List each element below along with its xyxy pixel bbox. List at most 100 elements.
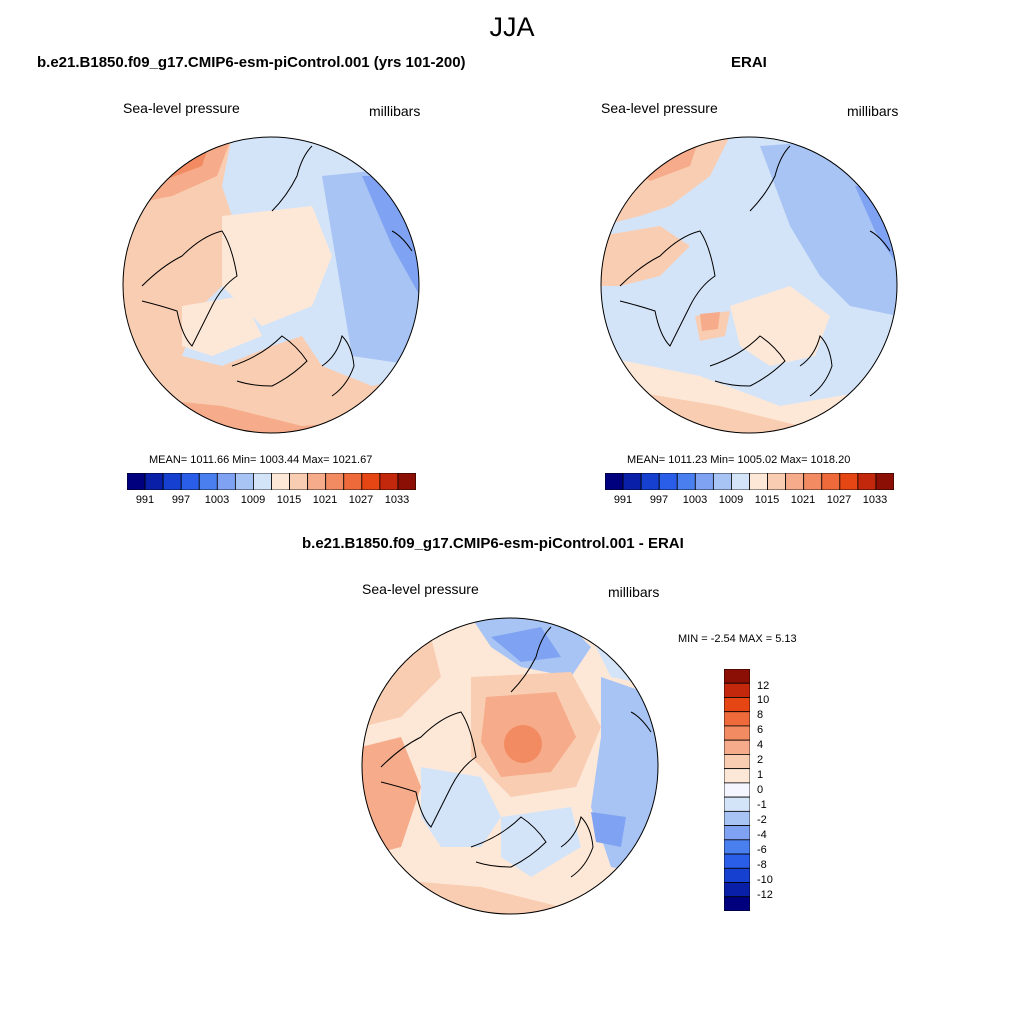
- colorbar-swatch: [144, 473, 164, 490]
- colorbar-swatch: [622, 473, 642, 490]
- colorbar-tick-label: 8: [757, 709, 764, 721]
- colorbar-swatch: [325, 473, 345, 490]
- colorbar-swatch: [361, 473, 381, 490]
- colorbar-swatch: [234, 473, 254, 490]
- diff-colorbar: [724, 669, 750, 911]
- colorbar-swatch: [857, 473, 877, 490]
- colorbar-swatch: [216, 473, 236, 490]
- colorbar-tick-label: 1033: [862, 494, 888, 506]
- colorbar-swatch: [724, 882, 750, 898]
- colorbar-tick-label: 10: [757, 694, 770, 706]
- colorbar-swatch: [875, 473, 894, 490]
- colorbar-swatch: [724, 739, 750, 755]
- colorbar-swatch: [180, 473, 200, 490]
- model-variable-label: Sea-level pressure: [123, 100, 240, 116]
- colorbar-tick-label: 1027: [826, 494, 852, 506]
- model-polar-map: [122, 136, 420, 434]
- colorbar-tick-label: 991: [613, 494, 633, 506]
- colorbar-swatch: [397, 473, 416, 490]
- colorbar-swatch: [767, 473, 787, 490]
- colorbar-swatch: [676, 473, 696, 490]
- colorbar-tick-label: -10: [757, 874, 773, 886]
- colorbar-swatch: [724, 839, 750, 855]
- colorbar-swatch: [803, 473, 823, 490]
- diff-stats: MIN = -2.54 MAX = 5.13: [678, 633, 797, 645]
- obs-panel-title: ERAI: [731, 54, 767, 71]
- colorbar-swatch: [379, 473, 399, 490]
- figure-title: JJA: [489, 12, 535, 42]
- colorbar-tick-label: 1033: [384, 494, 410, 506]
- colorbar-tick-label: -6: [757, 844, 767, 856]
- colorbar-swatch: [724, 669, 750, 684]
- colorbar-tick-label: -12: [757, 889, 773, 901]
- diff-units-label: millibars: [608, 584, 660, 600]
- colorbar-swatch: [307, 473, 327, 490]
- colorbar-swatch: [724, 825, 750, 841]
- colorbar-swatch: [724, 867, 750, 883]
- diff-polar-map: [361, 617, 659, 915]
- model-colorbar-labels: 991 997 1003 1009 1015 1021 1027 1033: [127, 494, 416, 508]
- colorbar-tick-label: 6: [757, 724, 764, 736]
- obs-stats: MEAN= 1011.23 Min= 1005.02 Max= 1018.20: [627, 454, 851, 466]
- colorbar-swatch: [785, 473, 805, 490]
- colorbar-tick-label: 1: [757, 769, 764, 781]
- colorbar-tick-label: 1027: [348, 494, 374, 506]
- model-panel-title: b.e21.B1850.f09_g17.CMIP6-esm-piControl.…: [37, 54, 466, 71]
- colorbar-swatch: [198, 473, 218, 490]
- model-stats: MEAN= 1011.66 Min= 1003.44 Max= 1021.67: [149, 454, 373, 466]
- colorbar-swatch: [640, 473, 660, 490]
- colorbar-swatch: [127, 473, 146, 490]
- colorbar-tick-label: 991: [135, 494, 155, 506]
- colorbar-tick-label: 2: [757, 754, 764, 766]
- colorbar-swatch: [724, 853, 750, 869]
- colorbar-tick-label: 1009: [718, 494, 744, 506]
- model-colorbar: [127, 473, 416, 490]
- colorbar-tick-label: -2: [757, 814, 767, 826]
- colorbar-swatch: [724, 796, 750, 812]
- colorbar-tick-label: 997: [171, 494, 191, 506]
- colorbar-swatch: [724, 725, 750, 741]
- obs-polar-map: [600, 136, 898, 434]
- colorbar-tick-label: 12: [757, 680, 770, 692]
- colorbar-tick-label: 1003: [204, 494, 230, 506]
- obs-variable-label: Sea-level pressure: [601, 100, 718, 116]
- diff-variable-label: Sea-level pressure: [362, 581, 479, 597]
- diff-colorbar-labels: 12 10 8 6 4 2 1 0 -1 -2 -4 -6 -8 -10 -12: [757, 672, 797, 912]
- colorbar-swatch: [724, 682, 750, 698]
- colorbar-tick-label: 1009: [240, 494, 266, 506]
- colorbar-swatch: [724, 896, 750, 911]
- colorbar-tick-label: -8: [757, 859, 767, 871]
- colorbar-tick-label: 1015: [276, 494, 302, 506]
- colorbar-swatch: [724, 697, 750, 713]
- colorbar-swatch: [694, 473, 714, 490]
- colorbar-swatch: [821, 473, 841, 490]
- colorbar-tick-label: 0: [757, 784, 764, 796]
- colorbar-tick-label: 1015: [754, 494, 780, 506]
- colorbar-tick-label: 1003: [682, 494, 708, 506]
- colorbar-swatch: [731, 473, 750, 490]
- colorbar-swatch: [253, 473, 272, 490]
- colorbar-swatch: [289, 473, 309, 490]
- colorbar-tick-label: 1021: [790, 494, 816, 506]
- colorbar-swatch: [724, 810, 750, 826]
- diff-panel-title: b.e21.B1850.f09_g17.CMIP6-esm-piControl.…: [302, 535, 684, 552]
- colorbar-swatch: [724, 754, 750, 770]
- model-units-label: millibars: [369, 103, 421, 119]
- obs-colorbar-labels: 991 997 1003 1009 1015 1021 1027 1033: [605, 494, 894, 508]
- colorbar-swatch: [749, 473, 768, 490]
- colorbar-swatch: [605, 473, 624, 490]
- colorbar-tick-label: -4: [757, 829, 767, 841]
- colorbar-tick-label: 4: [757, 739, 764, 751]
- colorbar-swatch: [724, 768, 750, 784]
- colorbar-tick-label: 1021: [312, 494, 338, 506]
- colorbar-swatch: [712, 473, 732, 490]
- colorbar-swatch: [271, 473, 290, 490]
- colorbar-swatch: [839, 473, 859, 490]
- colorbar-swatch: [162, 473, 182, 490]
- colorbar-tick-label: 997: [649, 494, 669, 506]
- colorbar-tick-label: -1: [757, 799, 767, 811]
- obs-units-label: millibars: [847, 103, 899, 119]
- obs-colorbar: [605, 473, 894, 490]
- colorbar-swatch: [724, 711, 750, 727]
- colorbar-swatch: [724, 782, 750, 798]
